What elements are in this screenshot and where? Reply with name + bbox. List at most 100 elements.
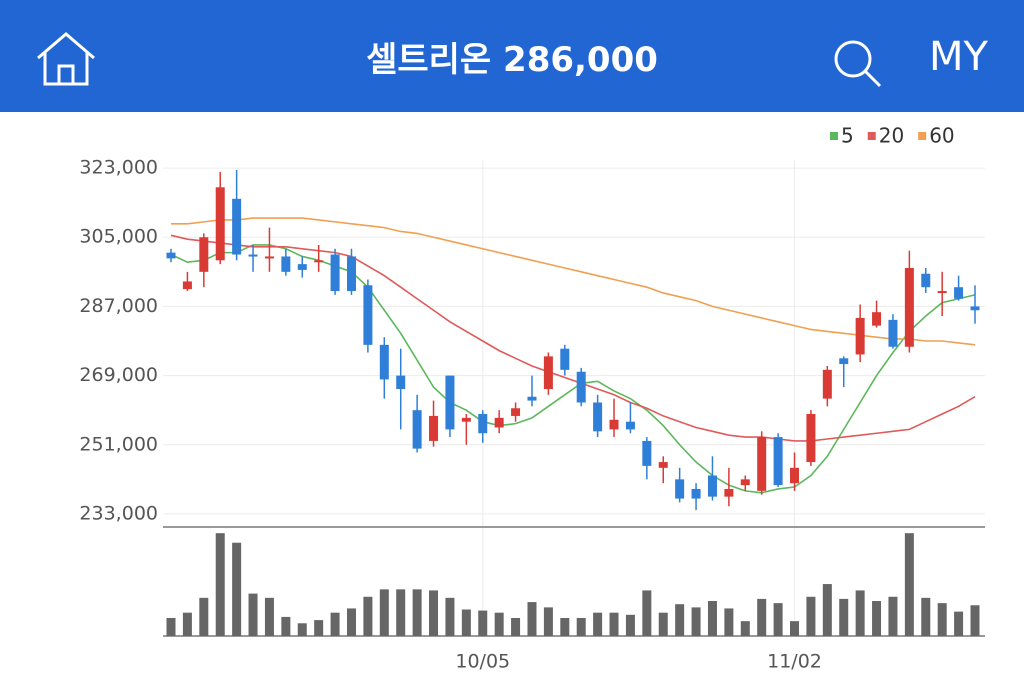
candle-body: [888, 319, 898, 347]
volume-bar: [232, 542, 242, 636]
candle-body: [199, 237, 209, 272]
volume-bar: [478, 610, 488, 636]
header: 셀트리온 286,000 MY: [0, 0, 1024, 112]
candle-body: [412, 410, 422, 449]
volume-bar: [182, 612, 192, 636]
ma-line: [170, 234, 976, 442]
volume-bar: [560, 617, 570, 636]
candle-body: [264, 256, 274, 259]
candle-body: [707, 475, 717, 497]
volume-bar: [527, 602, 537, 636]
legend-swatch: [830, 132, 838, 140]
volume-bar: [806, 596, 816, 636]
volume-bar: [576, 617, 586, 636]
candle-body: [954, 287, 964, 299]
candle-body: [560, 348, 570, 370]
candle-body: [593, 402, 603, 432]
volume-bar: [199, 597, 209, 636]
candle-body: [330, 254, 340, 292]
volume-bar: [281, 616, 291, 636]
candle-body: [724, 488, 734, 497]
x-tick-label: 10/05: [455, 651, 510, 673]
volume-bar: [658, 612, 668, 636]
volume-bar: [773, 603, 783, 636]
chart: 233,000 251,000 269,000 287,000 305,000 323,0…: [79, 124, 985, 673]
candle-body: [248, 254, 258, 257]
volume-bar: [396, 589, 406, 636]
volume-bar: [724, 608, 734, 636]
volume-bar: [904, 533, 914, 636]
candle-body: [855, 317, 865, 355]
legend-label: 20: [879, 124, 904, 148]
home-icon[interactable]: [34, 30, 104, 90]
volume-bar: [330, 612, 340, 636]
candle-body: [806, 414, 816, 463]
candle-body: [625, 421, 635, 430]
y-tick-label: 305,000: [79, 226, 158, 248]
volume-bar: [379, 589, 389, 636]
candle-body: [379, 344, 389, 380]
volume-bar: [937, 603, 947, 636]
my-button[interactable]: MY: [929, 34, 988, 80]
candle-body: [215, 187, 225, 261]
volume-bar: [954, 611, 964, 636]
candle-body: [396, 375, 406, 390]
y-tick-label: 323,000: [79, 157, 158, 179]
y-tick-label: 251,000: [79, 433, 158, 455]
candle-body: [757, 437, 767, 491]
volume-bar: [494, 612, 504, 636]
candle-body: [609, 419, 619, 430]
volume-bar: [921, 597, 931, 636]
candle-body: [921, 273, 931, 288]
volume-bar: [412, 589, 422, 636]
candle-body: [363, 285, 373, 345]
volume-bar: [215, 533, 225, 636]
search-icon[interactable]: [832, 38, 884, 90]
candle-body: [773, 437, 783, 486]
candle-body: [740, 479, 750, 486]
volume-bar: [609, 612, 619, 636]
candle-body: [461, 417, 471, 422]
candle-body: [790, 467, 800, 484]
volume-bar: [970, 605, 980, 636]
candle-body: [281, 256, 291, 272]
candle-body: [429, 415, 439, 441]
candle-body: [166, 252, 176, 259]
y-tick-label: 233,000: [79, 502, 158, 524]
volume-bar: [429, 590, 439, 636]
candle-body: [527, 396, 537, 401]
volume-bar: [264, 597, 274, 636]
candle-body: [822, 369, 832, 399]
volume-bar: [790, 621, 800, 636]
volume-bar: [461, 609, 471, 636]
volume-bar: [839, 598, 849, 636]
candle-body: [314, 260, 324, 263]
volume-bar: [543, 607, 553, 636]
candle-body: [543, 356, 553, 390]
volume-bar: [642, 590, 652, 636]
volume-bar: [822, 584, 832, 636]
candle-body: [232, 198, 242, 255]
volume-bar: [346, 608, 356, 636]
candle-body: [658, 462, 668, 468]
legend-swatch: [867, 132, 876, 140]
candle-body: [511, 408, 521, 416]
candle-body: [445, 375, 455, 430]
candle-body: [346, 256, 356, 292]
legend-label: 5: [841, 124, 854, 148]
volume-bar: [166, 617, 176, 636]
volume-bar: [248, 593, 258, 636]
volume-bar: [691, 607, 701, 636]
y-tick-label: 269,000: [79, 364, 158, 386]
header-title: 셀트리온 286,000: [366, 40, 658, 80]
volume-bar: [888, 596, 898, 636]
volume-bar: [445, 597, 455, 636]
candle-body: [904, 267, 914, 347]
volume-bar: [314, 620, 324, 636]
candle-body: [691, 488, 701, 499]
candle-body: [576, 371, 586, 403]
candle-body: [297, 264, 307, 270]
volume-bar: [740, 621, 750, 636]
volume-bar: [757, 598, 767, 636]
volume-bar: [675, 604, 685, 636]
